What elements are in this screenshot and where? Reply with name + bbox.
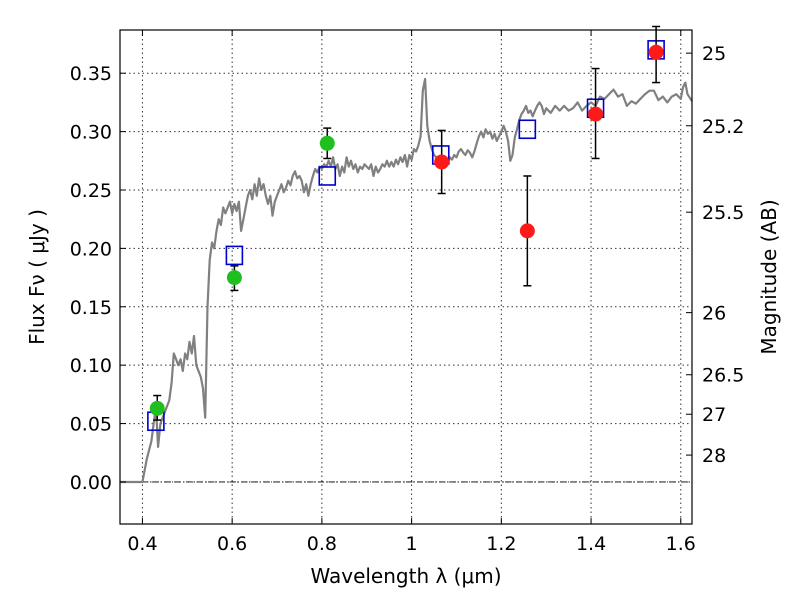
x-tick-label: 0.6: [217, 533, 247, 555]
model-spectrum-line: [120, 77, 693, 484]
y-tick-label: 0.15: [70, 297, 112, 319]
y-axis-ticks: 0.00 0.05 0.10 0.15 0.20 0.25 0.30 0.35: [70, 63, 126, 494]
observed-flux-point: [319, 135, 335, 151]
observed-flux-point: [588, 106, 604, 122]
right-tick-label: 28: [702, 445, 726, 467]
x-tick-label: 0.4: [127, 533, 157, 555]
x-tick-label: 1.4: [576, 533, 606, 555]
plot-area: [120, 25, 693, 484]
x-tick-label: 0.8: [307, 533, 337, 555]
y-tick-label: 0.35: [70, 63, 112, 85]
y-tick-label: 0.10: [70, 355, 112, 377]
observed-flux-point: [648, 44, 664, 60]
observed-flux-point: [434, 154, 450, 170]
y-tick-label: 0.30: [70, 122, 112, 144]
grid-lines: [120, 30, 692, 524]
right-tick-label: 27: [702, 404, 726, 426]
right-tick-label: 26: [702, 303, 726, 325]
y-tick-label: 0.20: [70, 238, 112, 260]
observed-flux-point: [519, 223, 535, 239]
model-flux-square: [225, 245, 244, 266]
right-tick-label: 25: [702, 43, 726, 65]
right-axis-ticks: 25 25.2 25.5 26 26.5 27 28: [686, 43, 744, 467]
right-axis-label: Magnitude (AB): [757, 199, 781, 354]
y-tick-label: 0.25: [70, 180, 112, 202]
right-tick-label: 25.5: [702, 202, 744, 224]
right-tick-label: 26.5: [702, 365, 744, 387]
y-tick-label: 0.05: [70, 414, 112, 436]
observed-flux-point: [149, 400, 165, 416]
observed-flux-point: [226, 270, 242, 286]
x-tick-label: 1.6: [666, 533, 696, 555]
model-flux-square: [518, 119, 537, 140]
model-flux-square: [318, 166, 337, 186]
right-tick-label: 25.2: [702, 116, 744, 138]
y-axis-label: Flux Fν ( μJy ): [25, 209, 49, 345]
x-axis-ticks: 0.4 0.6 0.8 1 1.2 1.4 1.6: [127, 30, 696, 555]
x-axis-label: Wavelength λ (μm): [310, 564, 501, 588]
x-tick-label: 1.2: [486, 533, 516, 555]
y-tick-label: 0.00: [70, 472, 112, 494]
plot-frame: [119, 29, 693, 525]
x-tick-label: 1: [406, 533, 418, 555]
